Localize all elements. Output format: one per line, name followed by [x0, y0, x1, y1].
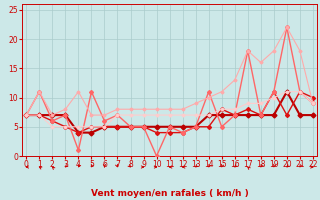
- X-axis label: Vent moyen/en rafales ( km/h ): Vent moyen/en rafales ( km/h ): [91, 189, 248, 198]
